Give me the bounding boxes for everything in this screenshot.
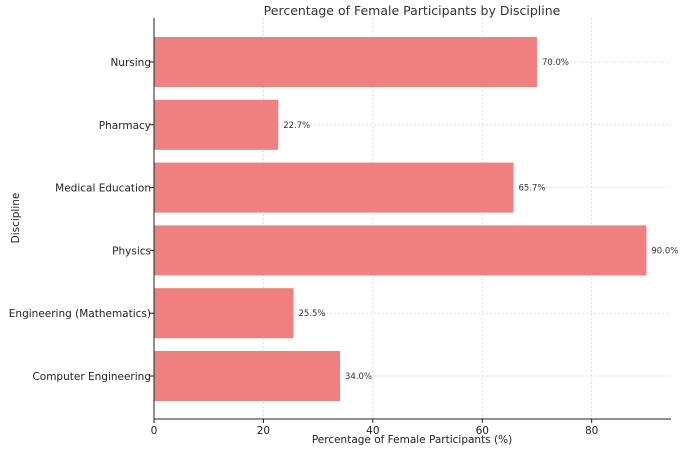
x-axis-label: Percentage of Female Participants (%): [312, 434, 512, 446]
bar-value-label: 70.0%: [542, 58, 569, 68]
bar: [154, 351, 341, 401]
y-ticks: Computer Engineering Engineering (Mathema…: [9, 57, 154, 383]
x-tick-label: 0: [151, 425, 158, 437]
bar: [154, 162, 514, 213]
x-tick-label: 80: [585, 425, 598, 437]
bar-value-label: 25.5%: [299, 309, 326, 319]
y-tick-label: Nursing: [110, 57, 151, 69]
x-ticks: 0 20 40 60 80: [151, 419, 598, 437]
x-tick-label: 40: [366, 425, 379, 437]
bar: [154, 225, 647, 276]
bar-value-label: 22.7%: [283, 121, 310, 131]
bar: [154, 37, 537, 87]
y-tick-label: Computer Engineering: [32, 371, 151, 383]
chart-title: Percentage of Female Participants by Dis…: [264, 3, 561, 18]
bars: [154, 37, 647, 401]
y-axis-label: Discipline: [10, 193, 22, 244]
bar-value-label: 34.0%: [345, 372, 372, 382]
bar-value-label: 90.0%: [651, 246, 678, 256]
y-tick-label: Physics: [112, 245, 151, 257]
x-tick-label: 20: [257, 425, 270, 437]
y-tick-label: Engineering (Mathematics): [9, 308, 151, 320]
bar: [154, 288, 294, 339]
y-tick-label: Pharmacy: [99, 120, 151, 132]
bar: [154, 99, 279, 150]
y-tick-label: Medical Education: [55, 183, 151, 195]
data-labels: 34.0% 25.5% 90.0% 65.7% 22.7% 70.0%: [283, 58, 678, 382]
x-tick-label: 60: [476, 425, 489, 437]
bar-value-label: 65.7%: [518, 184, 545, 194]
